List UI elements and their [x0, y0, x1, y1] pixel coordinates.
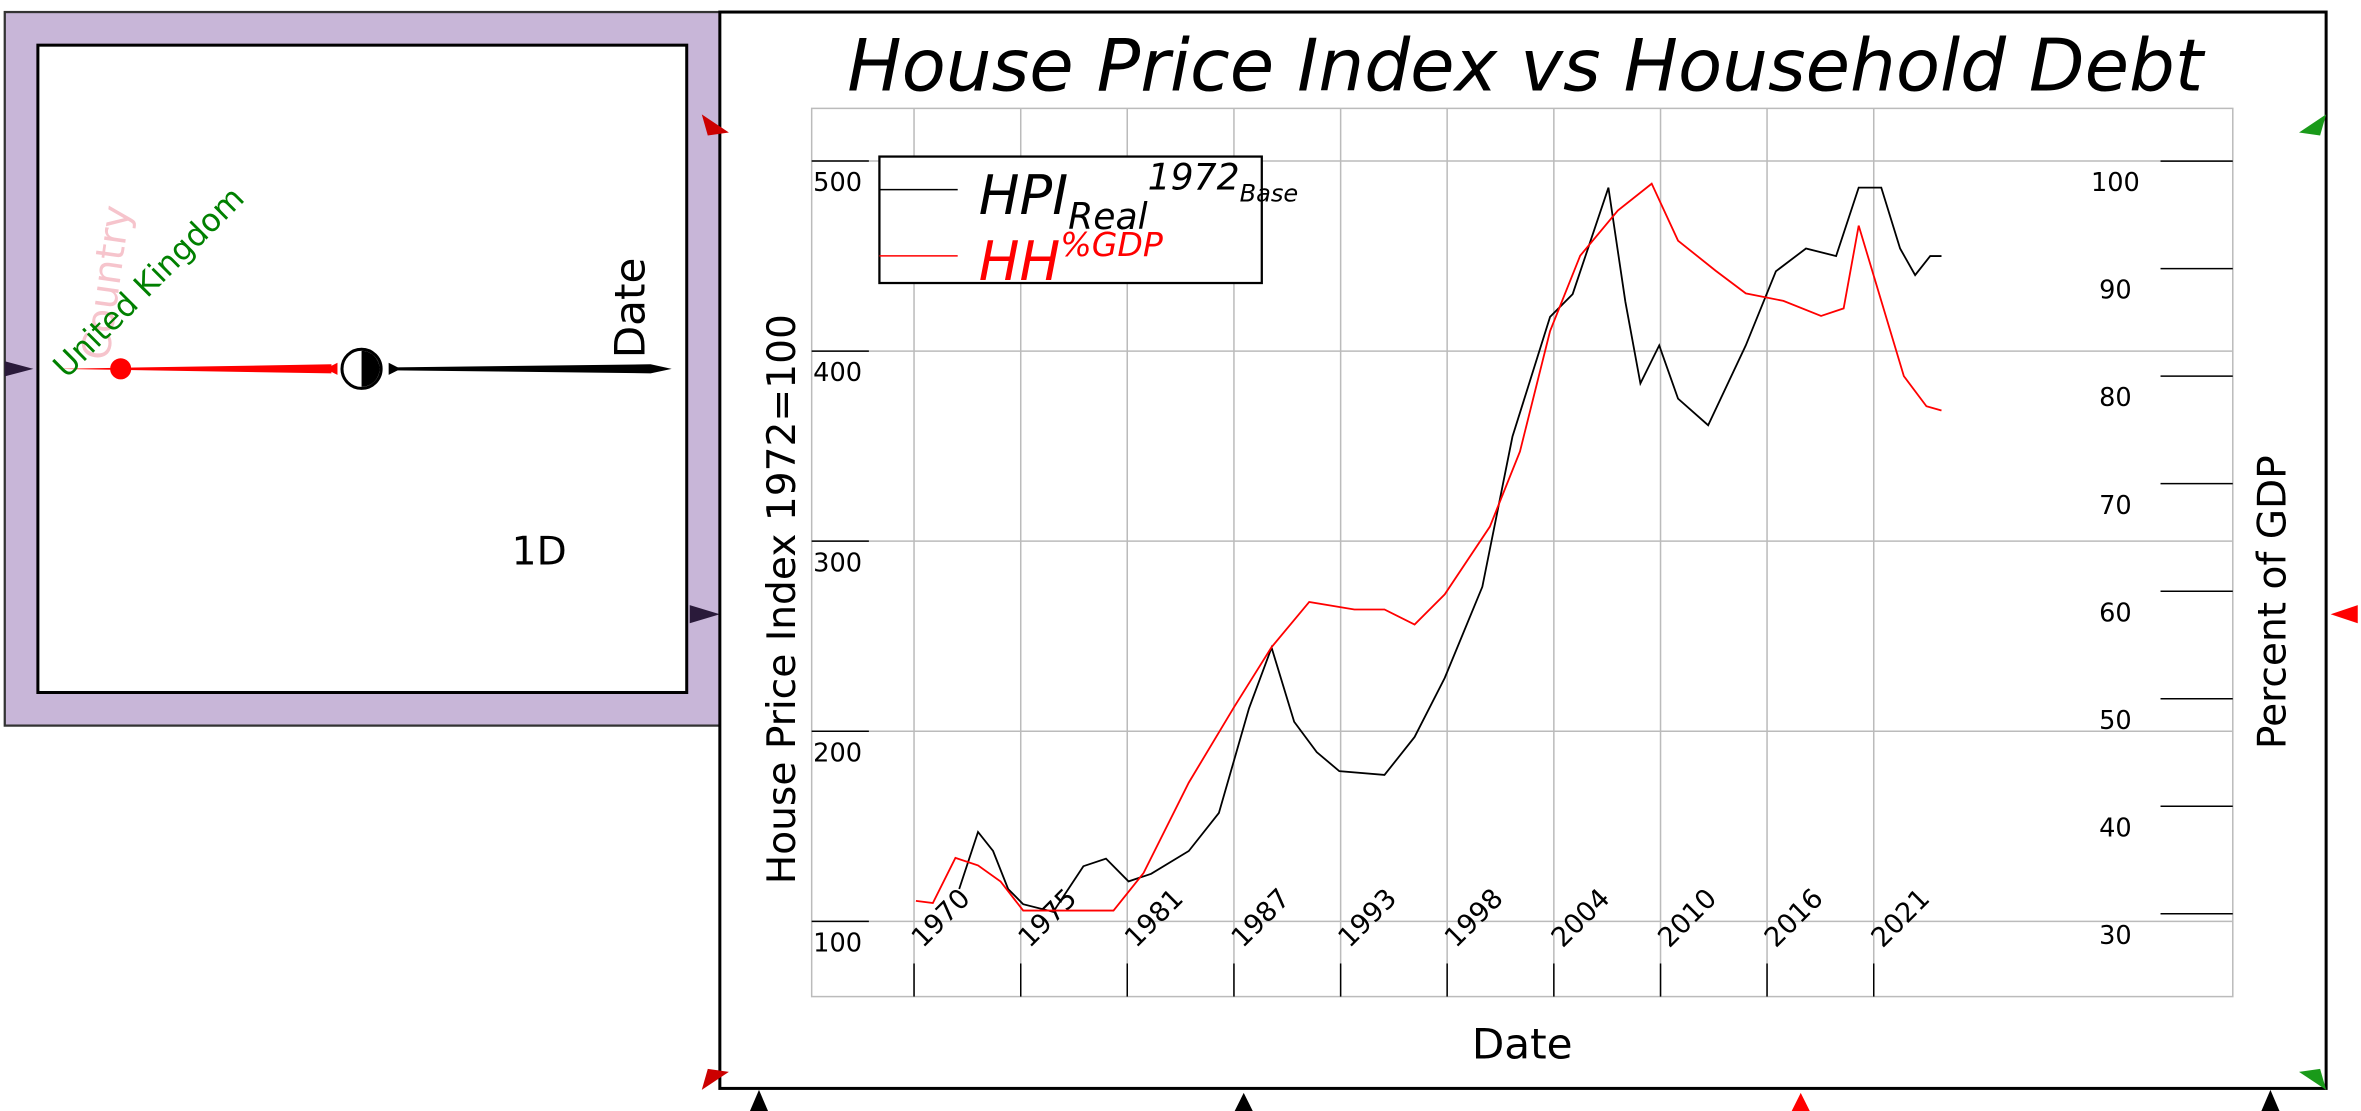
series-line: [915, 182, 1942, 912]
y2-axis-label: Percent of GDP: [2250, 455, 2295, 749]
corner-handle[interactable]: [2299, 1068, 2327, 1090]
series-line: [958, 186, 1942, 913]
x-axis-label: Date: [1472, 1019, 1573, 1068]
y2-tick-label: 60: [2099, 598, 2132, 628]
y2-tick-label: 70: [2099, 491, 2132, 521]
y2-tick-label: 90: [2099, 276, 2132, 306]
plot-area: [810, 107, 2234, 998]
legend-entry: HH%GDP: [979, 225, 1163, 293]
red-wire: [57, 364, 332, 374]
port-right: [2330, 605, 2358, 624]
port-bottom: [749, 1089, 769, 1111]
y-tick-label: 100: [813, 928, 862, 958]
legend-sup: %GDP: [1060, 225, 1163, 264]
corner-handle[interactable]: [2299, 114, 2327, 136]
y2-tick-label: 80: [2099, 383, 2132, 413]
y2-tick-label: 40: [2099, 813, 2132, 843]
corner-handle[interactable]: [701, 1068, 729, 1090]
legend-name: HH: [979, 230, 1060, 293]
y-tick-label: 400: [813, 358, 862, 388]
port-right: [689, 605, 720, 624]
rank-label: 1D: [512, 530, 567, 575]
y-tick-label: 200: [813, 738, 862, 768]
port-bottom: [1234, 1092, 1253, 1111]
y2-tick-label: 30: [2099, 921, 2132, 951]
wire-dot: [110, 358, 132, 380]
port-in: [325, 362, 338, 375]
y2-tick-label: 100: [2091, 168, 2140, 198]
chart-title: House Price Index vs Household Debt: [847, 24, 2206, 108]
legend-box: [878, 155, 1263, 285]
y-tick-label: 300: [813, 548, 862, 578]
legend-entry: HPIReal1972Base: [979, 156, 1298, 238]
date-arrow: [394, 364, 672, 374]
y-axis-label: House Price Index 1972=100: [760, 314, 805, 884]
corner-handle[interactable]: [701, 114, 729, 136]
axis-label: Date: [606, 258, 655, 359]
port-bottom: [1791, 1092, 1810, 1111]
legend-name: HPI: [979, 164, 1068, 227]
eye-half: [361, 350, 380, 387]
y2-tick-label: 50: [2099, 706, 2132, 736]
y-tick-label: 500: [813, 168, 862, 198]
port-left: [4, 361, 34, 377]
port-bottom: [2261, 1089, 2280, 1111]
legend-sup: 1972: [1148, 156, 1240, 199]
legend-sup-sub: Base: [1240, 180, 1299, 208]
legend-sub: Real: [1068, 195, 1148, 238]
